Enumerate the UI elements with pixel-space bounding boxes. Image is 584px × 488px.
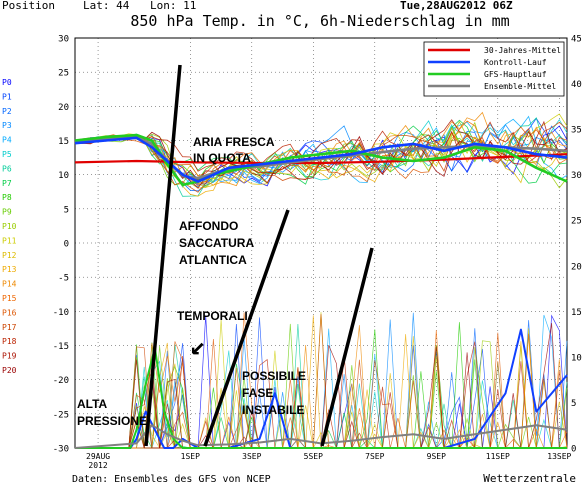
precip-series [74, 328, 568, 449]
header-lon: Lon: 11 [150, 0, 196, 12]
y-tick-label-left: -30 [53, 445, 69, 455]
y-tick-label-right: 15 [571, 308, 582, 318]
x-tick-label: 7SEP [365, 452, 384, 461]
footer-source: Daten: Ensembles des GFS von NCEP [72, 474, 271, 485]
member-label: P12 [2, 251, 17, 260]
x-tick-label: 9SEP [427, 452, 446, 461]
y-tick-label-left: -15 [53, 342, 69, 352]
x-tick-label: 29AUG [86, 452, 110, 461]
header-position: Position [2, 0, 55, 12]
x-tick-label-year: 2012 [88, 461, 107, 470]
series-gfs-hauptlauf-right [75, 346, 567, 449]
member-label: P3 [2, 121, 12, 130]
ensemble-member-temp [74, 121, 568, 172]
annotation-line-3 [320, 247, 374, 447]
member-label: P1 [2, 92, 12, 101]
legend-label-mean30: 30-Jahres-Mittel [484, 46, 561, 55]
y-tick-label-left: 25 [58, 69, 69, 79]
main-series [74, 133, 568, 187]
annotation-line-2 [203, 209, 290, 447]
member-label: P13 [2, 265, 17, 274]
chart-title: 850 hPa Temp. in °C, 6h-Niederschlag in … [130, 12, 509, 30]
annotation-affondo-2: SACCATURA [179, 236, 254, 250]
member-label: P10 [2, 222, 17, 231]
member-label: P14 [2, 280, 17, 289]
legend-label-ensmean: Ensemble-Mittel [484, 82, 556, 91]
y-tick-label-left: -5 [58, 274, 69, 284]
footer-brand: Wetterzentrale [483, 472, 576, 485]
series-ensemble-mittel-right [74, 424, 568, 449]
member-label: P18 [2, 337, 17, 346]
y-tick-label-left: 5 [64, 205, 69, 215]
header-datetime: Tue,28AUG2012 06Z [400, 0, 513, 12]
y-tick-label-left: -20 [53, 376, 69, 386]
member-label: P7 [2, 179, 12, 188]
y-tick-label-left: -10 [53, 308, 69, 318]
annotation-affondo-3: ATLANTICA [179, 253, 247, 267]
member-label: P17 [2, 323, 17, 332]
series-kontroll-lauf-left [74, 136, 568, 183]
annotation-aria-2: IN QUOTA [193, 151, 251, 165]
header-lat: Lat: 44 [83, 0, 130, 12]
series-kontroll-lauf-right [75, 328, 568, 449]
y-axis-left: 30 25 20 15 10 5 0 -5 -10 -15 -20 -25 -30 [53, 35, 69, 455]
annotation-aria-1: ARIA FRESCA [193, 135, 275, 149]
annotation-temporali: TEMPORALI [177, 309, 248, 323]
series-30-jahres-mittel-left [74, 153, 568, 165]
ensemble-member-temp [74, 118, 568, 188]
member-label: P16 [2, 308, 17, 317]
ensemble-member-temp [74, 131, 568, 184]
legend-label-control: Kontroll-Lauf [484, 58, 547, 67]
member-label: P11 [2, 236, 17, 245]
annotation-affondo-1: AFFONDO [179, 219, 238, 233]
x-tick-label: 11SEP [486, 452, 510, 461]
y-tick-label-right: 20 [571, 262, 582, 272]
member-label: P2 [2, 107, 12, 116]
member-label: P9 [2, 208, 12, 217]
annotation-line-1 [144, 64, 182, 447]
annotation-possibile-3: INSTABILE [242, 403, 304, 417]
y-tick-label-right: 0 [571, 445, 576, 455]
y-tick-label-right: 10 [571, 353, 582, 363]
y-tick-label-left: 15 [58, 137, 69, 147]
y-tick-label-left: 30 [58, 35, 69, 45]
annotation-possibile-2: FASE [242, 386, 273, 400]
member-label: P15 [2, 294, 17, 303]
annotation-arrow: ↙ [190, 331, 206, 361]
y-tick-label-left: 10 [58, 171, 69, 181]
x-tick-label: 5SEP [304, 452, 323, 461]
y-tick-label-right: 35 [571, 126, 582, 136]
grid [75, 37, 567, 449]
member-label: P8 [2, 193, 12, 202]
y-tick-label-right: 5 [571, 399, 576, 409]
annotation-alta-2: PRESSIONE [77, 414, 147, 428]
y-axis-right: 45 40 35 30 25 20 15 10 5 0 [571, 35, 582, 455]
legend: 30-Jahres-Mittel Kontroll-Lauf GFS-Haupt… [423, 41, 565, 97]
y-tick-label-left: -25 [53, 410, 69, 420]
member-label: P5 [2, 150, 12, 159]
member-label: P4 [2, 136, 12, 145]
y-tick-label-left: 0 [64, 240, 69, 250]
y-tick-label-left: 20 [58, 103, 69, 113]
member-labels: P0 P1 P2 P3 P4 P5 P6 P7 P8 P9 P10 P11 P12 P13 P14 P15 P1… [2, 78, 17, 375]
member-label: P19 [2, 352, 17, 361]
y-tick-label-right: 40 [571, 80, 582, 90]
member-label: P20 [2, 366, 17, 375]
x-tick-label: 3SEP [242, 452, 261, 461]
y-tick-label-right: 45 [571, 35, 582, 45]
member-label: P0 [2, 78, 12, 87]
annotation-possibile-1: POSSIBILE [242, 369, 306, 383]
annotation-lines [144, 64, 374, 447]
x-tick-label: 13SEP [547, 452, 571, 461]
x-tick-label: 1SEP [181, 452, 200, 461]
series-gfs-hauptlauf-left [74, 133, 568, 187]
y-tick-label-right: 25 [571, 217, 582, 227]
member-label: P6 [2, 164, 12, 173]
legend-label-gfs: GFS-Hauptlauf [484, 70, 547, 79]
annotation-alta-1: ALTA [77, 397, 108, 411]
y-tick-label-right: 30 [571, 171, 582, 181]
